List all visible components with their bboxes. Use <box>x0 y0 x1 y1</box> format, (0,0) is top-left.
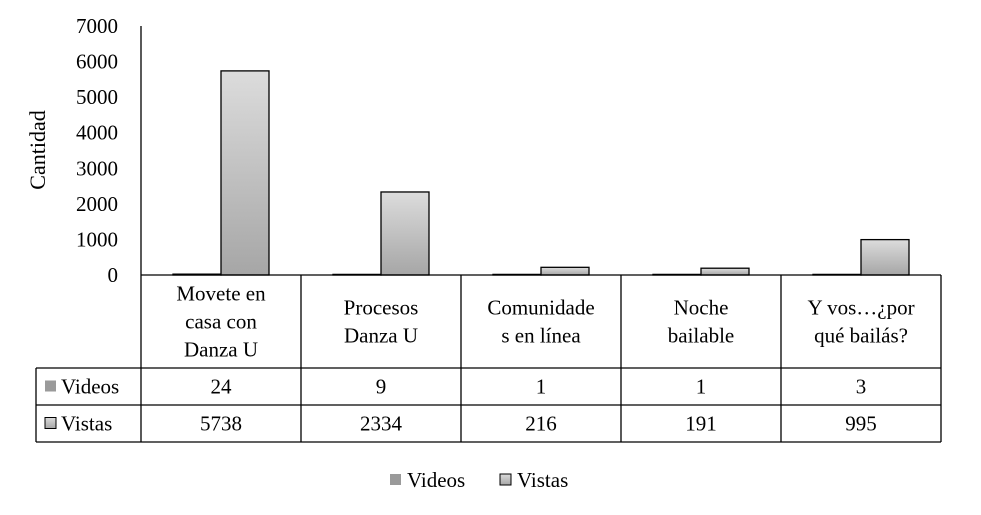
y-tick-label: 6000 <box>76 50 118 74</box>
bar-vistas-4 <box>860 238 910 276</box>
y-tick-label: 4000 <box>76 121 118 145</box>
y-tick-label: 5000 <box>76 85 118 109</box>
category-label: Movete en <box>176 282 266 306</box>
table-series-swatch <box>44 417 57 429</box>
category-label: Danza U <box>184 338 258 362</box>
y-tick-label: 1000 <box>76 227 118 251</box>
y-axis-ticks: 0 1000 2000 3000 4000 5000 6000 7000 <box>76 14 118 287</box>
category-label: Y vos…¿por <box>807 296 914 320</box>
category-label: qué bailás? <box>814 324 908 348</box>
category-label: bailable <box>668 324 734 348</box>
legend-swatch <box>390 474 401 485</box>
table-series-label: Vistas <box>61 412 112 436</box>
category-label: s en línea <box>501 324 581 348</box>
table-cell-value: 24 <box>211 375 233 399</box>
table-series-label: Videos <box>61 375 119 399</box>
legend-label: Videos <box>407 468 465 492</box>
y-tick-label: 3000 <box>76 156 118 180</box>
table-cell-value: 5738 <box>200 412 242 436</box>
bar-vistas-1 <box>380 191 430 276</box>
data-table: Movete en casa con Danza U Procesos Danza U C… <box>35 274 942 443</box>
legend: Videos Vistas <box>390 468 568 492</box>
y-tick-label: 2000 <box>76 192 118 216</box>
table-cell-value: 3 <box>856 375 867 399</box>
table-cell-value: 216 <box>525 412 557 436</box>
legend-swatch <box>499 473 512 486</box>
category-label: Danza U <box>344 324 418 348</box>
table-cell-value: 1 <box>536 375 547 399</box>
plot-area <box>140 26 910 276</box>
category-label: casa con <box>185 310 257 334</box>
y-tick-label: 0 <box>108 263 119 287</box>
y-axis-title: Cantidad <box>25 110 50 189</box>
y-tick-label: 7000 <box>76 14 118 38</box>
bar-vistas-3 <box>700 267 750 276</box>
category-label: Noche <box>674 296 729 320</box>
category-label: Procesos <box>344 296 419 320</box>
table-cell-value: 191 <box>685 412 717 436</box>
bar-vistas-0 <box>220 70 270 276</box>
bar-vistas-2 <box>540 266 590 276</box>
table-cell-value: 1 <box>696 375 707 399</box>
category-label: Comunidade <box>487 296 594 320</box>
table-cell-value: 2334 <box>360 412 403 436</box>
legend-label: Vistas <box>517 468 568 492</box>
table-cell-value: 9 <box>376 375 387 399</box>
table-cell-value: 995 <box>845 412 877 436</box>
table-series-swatch <box>45 380 56 392</box>
